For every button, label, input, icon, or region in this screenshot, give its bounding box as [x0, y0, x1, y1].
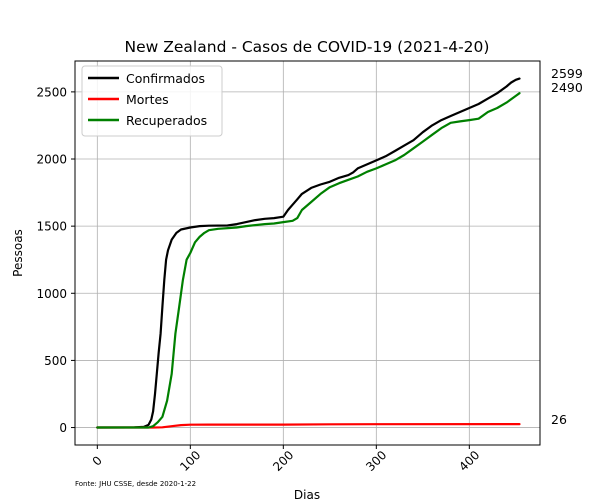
- end-label-recuperados: 2490: [551, 80, 583, 95]
- series-line-recuperados: [96, 92, 521, 429]
- x-tick-label: 200: [270, 448, 296, 474]
- x-tick-label: 400: [456, 448, 482, 474]
- chart-title: New Zealand - Casos de COVID-19 (2021-4-…: [125, 38, 490, 56]
- source-note: Fonte: JHU CSSE, desde 2020-1-22: [75, 480, 196, 488]
- x-axis-label: Dias: [294, 488, 320, 500]
- legend: Confirmados Mortes Recuperados: [81, 65, 223, 137]
- x-ticks: 0 100 200 300 400: [90, 445, 482, 474]
- legend-label-recuperados: Recuperados: [126, 113, 207, 128]
- end-label-mortes: 26: [551, 412, 567, 427]
- y-tick-label: 1500: [36, 220, 67, 234]
- y-ticks: 0 500 1000 1500 2000 2500: [36, 85, 75, 435]
- series-line-mortes: [96, 423, 521, 429]
- x-tick-label: 300: [363, 448, 389, 474]
- y-tick-label: 0: [59, 421, 67, 435]
- x-tick-label: 0: [90, 453, 105, 468]
- y-axis-label: Pessoas: [11, 229, 25, 277]
- legend-label-mortes: Mortes: [126, 92, 169, 107]
- y-tick-label: 2500: [36, 85, 67, 99]
- legend-box: [81, 65, 223, 137]
- y-tick-label: 2000: [36, 153, 67, 167]
- y-tick-label: 500: [44, 354, 67, 368]
- plot-frame: [74, 60, 541, 446]
- x-tick-label: 100: [177, 448, 203, 474]
- y-tick-label: 1000: [36, 287, 67, 301]
- series-lines: [96, 77, 521, 429]
- end-label-confirmados: 2599: [551, 66, 583, 81]
- series-line-confirmados: [96, 77, 521, 429]
- legend-label-confirmados: Confirmados: [126, 71, 205, 86]
